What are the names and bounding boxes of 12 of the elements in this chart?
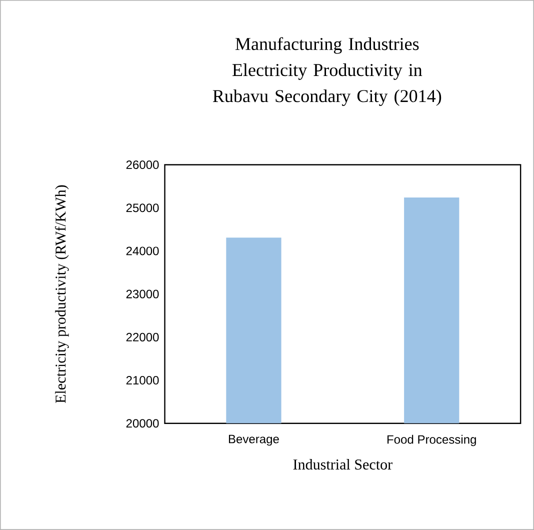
chart-title: Manufacturing Industries Electricity Productivity in Rubavu Secondary City (2014) (212, 37, 442, 106)
y-tick-label: 20000 (126, 419, 159, 428)
x-axis-title: Industrial Sector (293, 459, 392, 470)
y-tick-label: 25000 (126, 204, 159, 212)
y-tick-label: 23000 (126, 290, 159, 298)
y-tick-label: 26000 (126, 160, 159, 170)
x-tick-label: Food Processing (387, 434, 476, 446)
y-axis-title: Electricity productivity (RWf/KWh) (54, 185, 69, 403)
y-tick-label: 24000 (126, 246, 159, 256)
y-tick-label: 21000 (126, 376, 159, 384)
y-tick-label: 22000 (126, 332, 159, 342)
x-tick-label: Beverage (228, 434, 279, 446)
